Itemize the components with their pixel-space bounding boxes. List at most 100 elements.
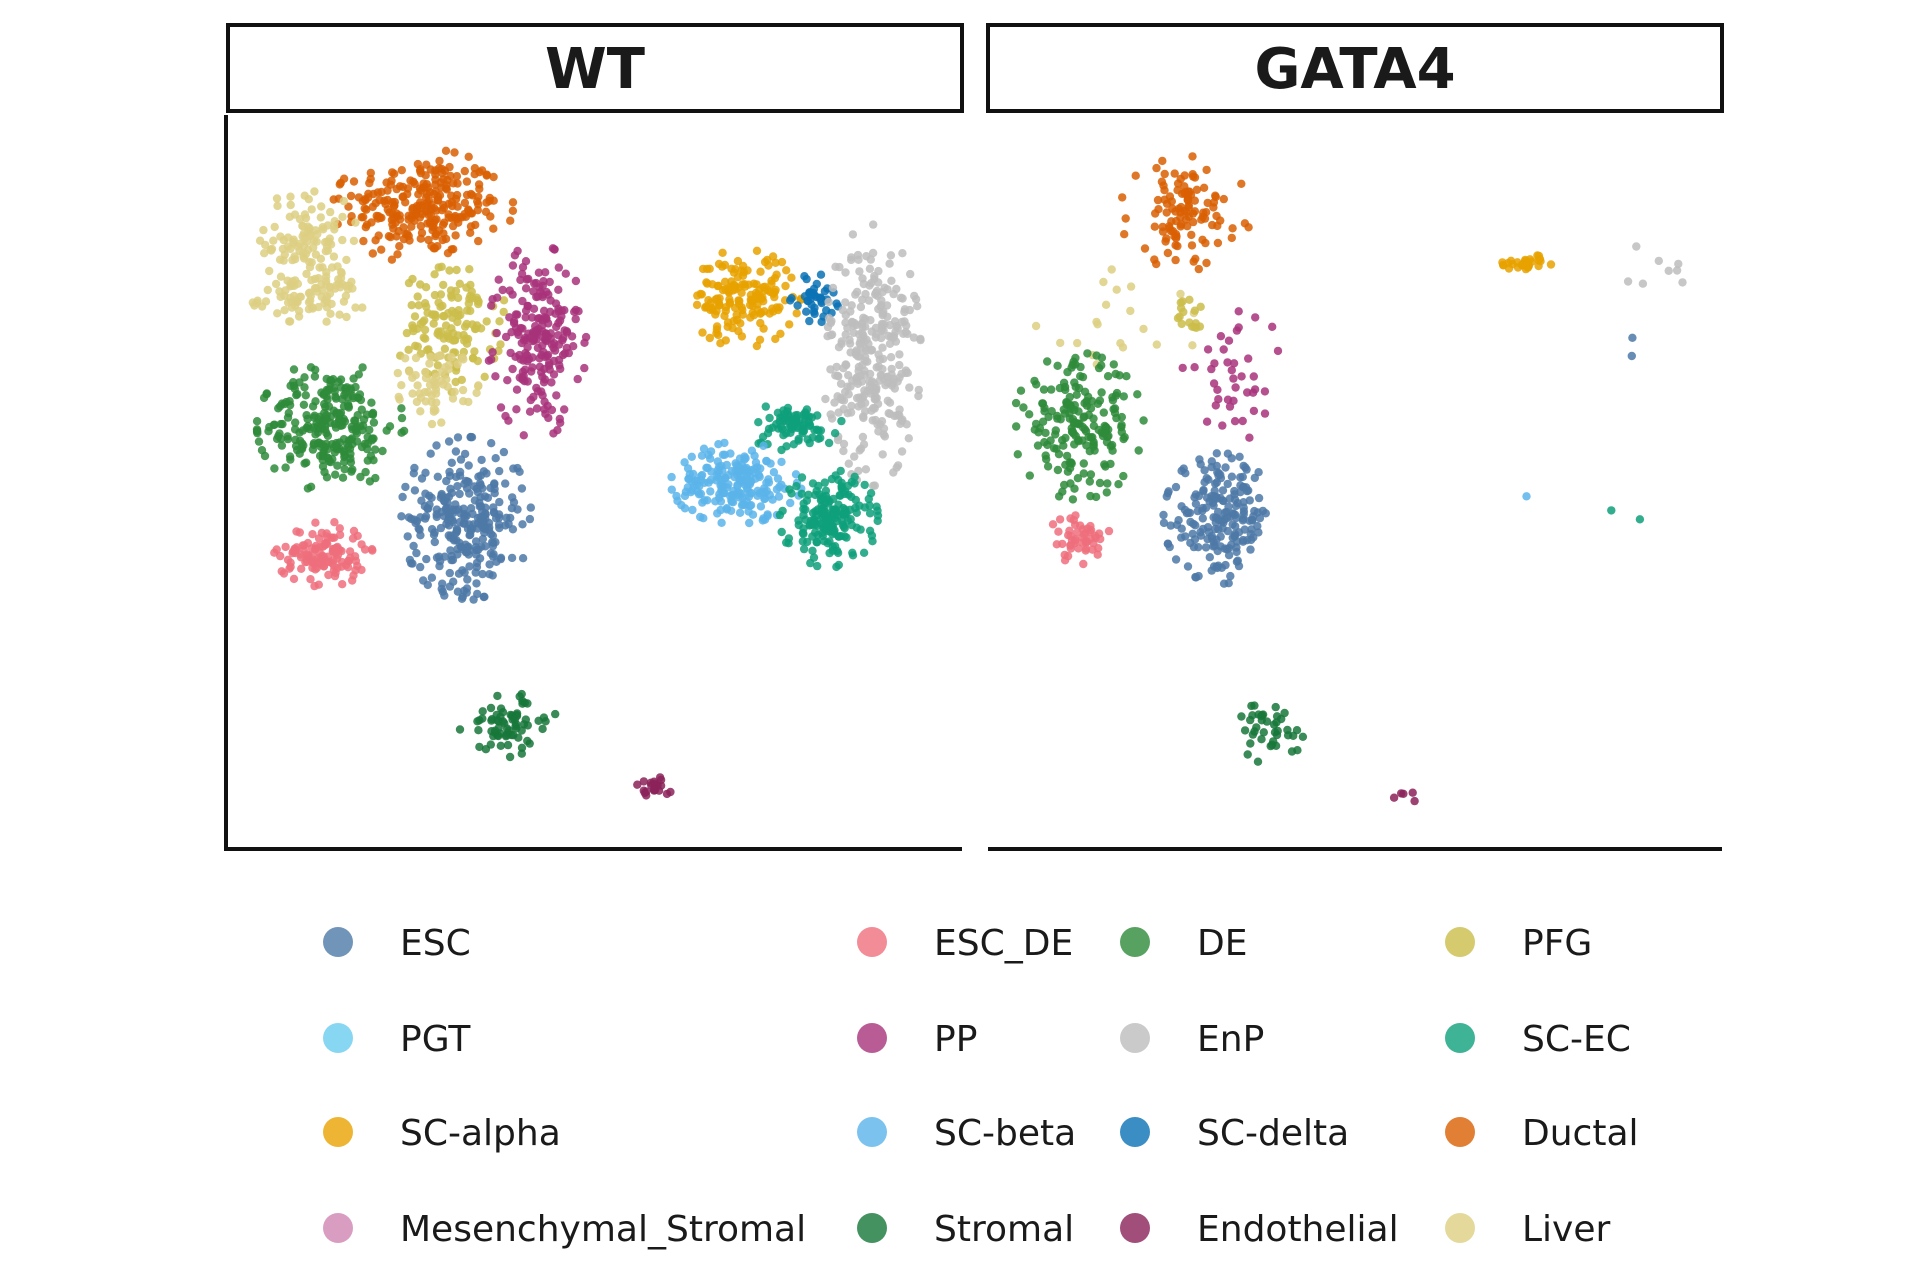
data-point	[363, 456, 372, 465]
data-point	[832, 362, 841, 372]
data-point	[1170, 169, 1179, 178]
data-point	[1167, 197, 1177, 206]
data-point	[738, 280, 747, 289]
data-point	[310, 372, 320, 381]
data-point	[1070, 378, 1079, 387]
data-point	[517, 269, 527, 279]
data-point	[432, 441, 441, 450]
data-point	[453, 482, 462, 491]
data-point	[508, 364, 517, 374]
data-point	[822, 306, 831, 315]
data-point	[722, 460, 731, 470]
data-point	[428, 226, 437, 235]
data-point	[518, 367, 528, 376]
data-point	[1244, 223, 1253, 232]
data-point	[481, 745, 491, 754]
data-point	[1211, 479, 1220, 488]
data-point	[858, 295, 867, 304]
data-point	[291, 418, 300, 427]
data-point	[300, 459, 309, 468]
data-point	[740, 452, 749, 461]
data-point	[455, 471, 465, 480]
data-point	[339, 447, 348, 457]
data-point	[705, 333, 714, 343]
data-point	[580, 363, 589, 373]
data-point	[273, 309, 282, 318]
data-point	[698, 264, 708, 274]
data-point	[397, 381, 406, 390]
data-point	[698, 328, 707, 337]
data-point	[1199, 183, 1209, 192]
data-point	[1054, 492, 1064, 501]
data-point	[794, 434, 803, 444]
data-point	[1253, 757, 1263, 766]
data-point	[820, 537, 829, 546]
data-point	[737, 332, 747, 341]
data-point	[486, 703, 496, 713]
data-point	[857, 328, 867, 338]
data-point	[1229, 374, 1238, 383]
data-point	[1111, 369, 1120, 379]
data-point	[805, 420, 815, 429]
data-point	[787, 273, 796, 282]
data-point	[521, 284, 531, 293]
data-point	[412, 548, 421, 558]
data-point	[439, 496, 449, 505]
data-point	[1183, 562, 1193, 571]
data-point	[470, 347, 479, 356]
data-point	[266, 245, 275, 254]
data-point	[1116, 339, 1125, 348]
data-point	[434, 263, 443, 272]
data-point	[322, 317, 331, 326]
data-point	[493, 691, 502, 701]
data-point	[869, 481, 878, 490]
data-point	[555, 414, 564, 424]
data-point	[760, 494, 770, 503]
data-point	[1060, 480, 1069, 490]
data-point	[1221, 463, 1230, 472]
data-point	[1207, 364, 1216, 374]
data-point	[1228, 224, 1237, 233]
data-point	[300, 373, 309, 382]
data-point	[438, 579, 447, 588]
data-point	[405, 236, 414, 245]
data-point	[333, 262, 342, 271]
data-point	[475, 498, 484, 508]
data-point	[1089, 539, 1098, 548]
data-point	[306, 291, 315, 301]
data-point	[1638, 279, 1648, 288]
data-point	[786, 498, 795, 508]
data-point	[409, 177, 418, 186]
data-point	[1187, 241, 1197, 250]
data-point	[827, 474, 837, 484]
data-point	[1025, 410, 1034, 419]
data-point	[1192, 185, 1202, 194]
data-point	[1080, 387, 1090, 396]
data-point	[666, 787, 675, 797]
data-point	[1062, 451, 1072, 461]
data-point	[331, 441, 340, 450]
data-point	[680, 458, 689, 467]
data-point	[508, 206, 518, 215]
data-point	[1120, 230, 1129, 239]
data-point	[438, 301, 447, 310]
data-point	[279, 569, 289, 578]
data-point	[550, 346, 560, 355]
data-point	[473, 356, 482, 366]
data-point	[881, 381, 890, 390]
data-point	[381, 199, 390, 209]
data-point	[656, 775, 666, 785]
data-point	[323, 395, 332, 404]
data-point	[489, 224, 498, 233]
data-point	[532, 326, 541, 335]
data-point	[496, 403, 506, 412]
data-point	[1233, 556, 1243, 565]
data-point	[1219, 194, 1229, 204]
data-point	[1207, 462, 1216, 472]
data-point	[466, 222, 476, 231]
data-point	[746, 290, 756, 300]
data-point	[322, 439, 331, 449]
data-point	[753, 486, 762, 495]
data-point	[475, 168, 484, 177]
data-point	[1088, 545, 1097, 554]
